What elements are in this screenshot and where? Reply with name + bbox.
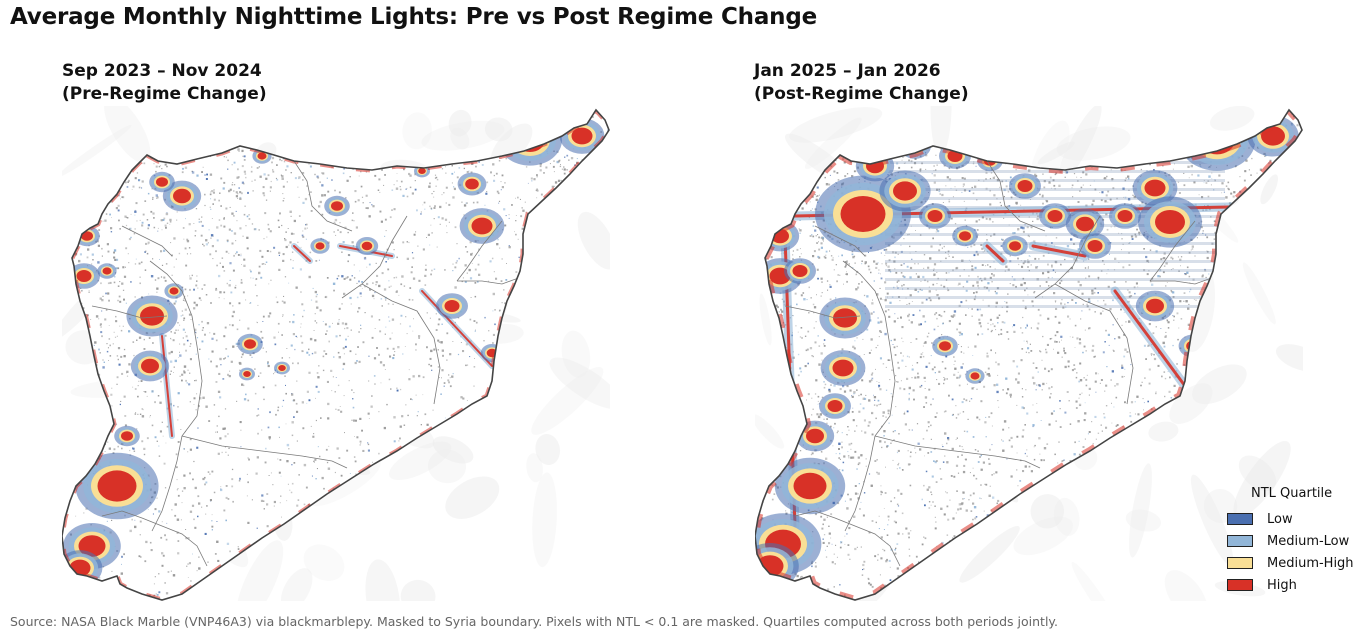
source-note: Source: NASA Black Marble (VNP46A3) via … (10, 614, 1059, 629)
city-light-cluster (114, 425, 140, 447)
chart-title: Average Monthly Nighttime Lights: Pre vs… (10, 4, 817, 30)
legend-item-medium-high: Medium-High (1227, 552, 1367, 574)
city-light-cluster (75, 452, 159, 520)
city-light-cluster (919, 203, 951, 229)
city-light-cluster (1109, 203, 1141, 229)
panel-title-post: Jan 2025 – Jan 2026 (Post-Regime Change) (754, 60, 969, 106)
light-corridor (161, 335, 173, 437)
panel-label-post: (Post-Regime Change) (754, 84, 969, 104)
city-light-cluster (774, 457, 846, 515)
map-pre-regime (62, 106, 610, 601)
map-post-regime (755, 106, 1303, 601)
city-light-cluster (239, 367, 255, 381)
city-light-cluster (149, 171, 175, 193)
city-light-cluster (387, 143, 407, 159)
legend-swatch-medium-high (1227, 557, 1253, 569)
city-light-cluster (784, 258, 816, 284)
legend-label-medium-low: Medium-Low (1267, 533, 1350, 549)
city-light-cluster (237, 333, 263, 355)
city-light-cluster (74, 225, 100, 247)
city-light-cluster (324, 195, 350, 217)
city-light-cluster (1009, 173, 1041, 199)
city-light-cluster (1002, 235, 1028, 257)
city-light-cluster (126, 295, 178, 337)
city-light-cluster (274, 361, 290, 375)
city-light-cluster (1079, 233, 1111, 259)
light-corridor (1031, 244, 1087, 258)
legend-item-low: Low (1227, 508, 1367, 530)
city-light-cluster (1138, 196, 1202, 248)
legend-label-high: High (1267, 577, 1297, 593)
panel-title-pre: Sep 2023 – Nov 2024 (Pre-Regime Change) (62, 60, 267, 106)
legend-title: NTL Quartile (1251, 486, 1333, 501)
city-light-cluster (820, 350, 866, 386)
city-light-cluster (819, 297, 871, 339)
legend-swatch-low (1227, 513, 1253, 525)
admin-boundaries (784, 160, 1218, 567)
city-light-cluster (1039, 203, 1071, 229)
city-light-cluster (1065, 208, 1105, 240)
city-light-cluster (952, 225, 978, 247)
legend-swatch-medium-low (1227, 535, 1253, 547)
city-light-cluster (130, 350, 170, 382)
city-light-cluster (932, 335, 958, 357)
city-light-cluster (965, 368, 985, 384)
city-light-cluster (310, 238, 330, 254)
light-corridor (293, 245, 311, 262)
city-light-cluster (879, 170, 931, 212)
city-light-cluster (68, 263, 100, 289)
panel-label-pre: (Pre-Regime Change) (62, 84, 267, 104)
city-light-cluster (819, 393, 851, 419)
city-light-cluster (97, 263, 117, 279)
city-light-cluster (162, 180, 202, 212)
city-light-cluster (459, 208, 505, 244)
city-light-cluster (188, 116, 236, 156)
city-light-cluster (164, 283, 184, 299)
admin-boundaries (91, 160, 525, 567)
city-light-cluster (436, 293, 468, 319)
country-outline (755, 108, 1303, 601)
light-corridor (421, 290, 493, 367)
legend-item-medium-low: Medium-Low (1227, 530, 1367, 552)
legend: NTL Quartile Low Medium-Low Medium-High … (1227, 486, 1367, 596)
city-light-cluster (559, 118, 605, 154)
legend-label-medium-high: Medium-High (1267, 555, 1354, 571)
syria-map-svg (62, 106, 610, 601)
city-light-cluster (355, 237, 379, 255)
light-corridor (985, 244, 1005, 263)
legend-label-low: Low (1267, 511, 1293, 527)
syria-map-svg (755, 106, 1303, 601)
panel-period-pre: Sep 2023 – Nov 2024 (62, 61, 262, 81)
country-outline (62, 108, 610, 601)
city-light-cluster (1135, 290, 1175, 322)
panel-period-post: Jan 2025 – Jan 2026 (754, 61, 941, 81)
light-corridor (1113, 289, 1187, 388)
legend-item-high: High (1227, 574, 1367, 596)
city-light-cluster (457, 172, 487, 196)
legend-swatch-high (1227, 579, 1253, 591)
